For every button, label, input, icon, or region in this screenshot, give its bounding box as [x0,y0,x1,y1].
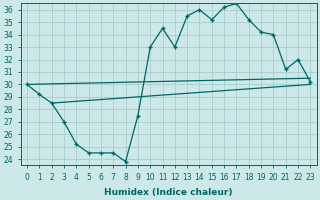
X-axis label: Humidex (Indice chaleur): Humidex (Indice chaleur) [104,188,233,197]
